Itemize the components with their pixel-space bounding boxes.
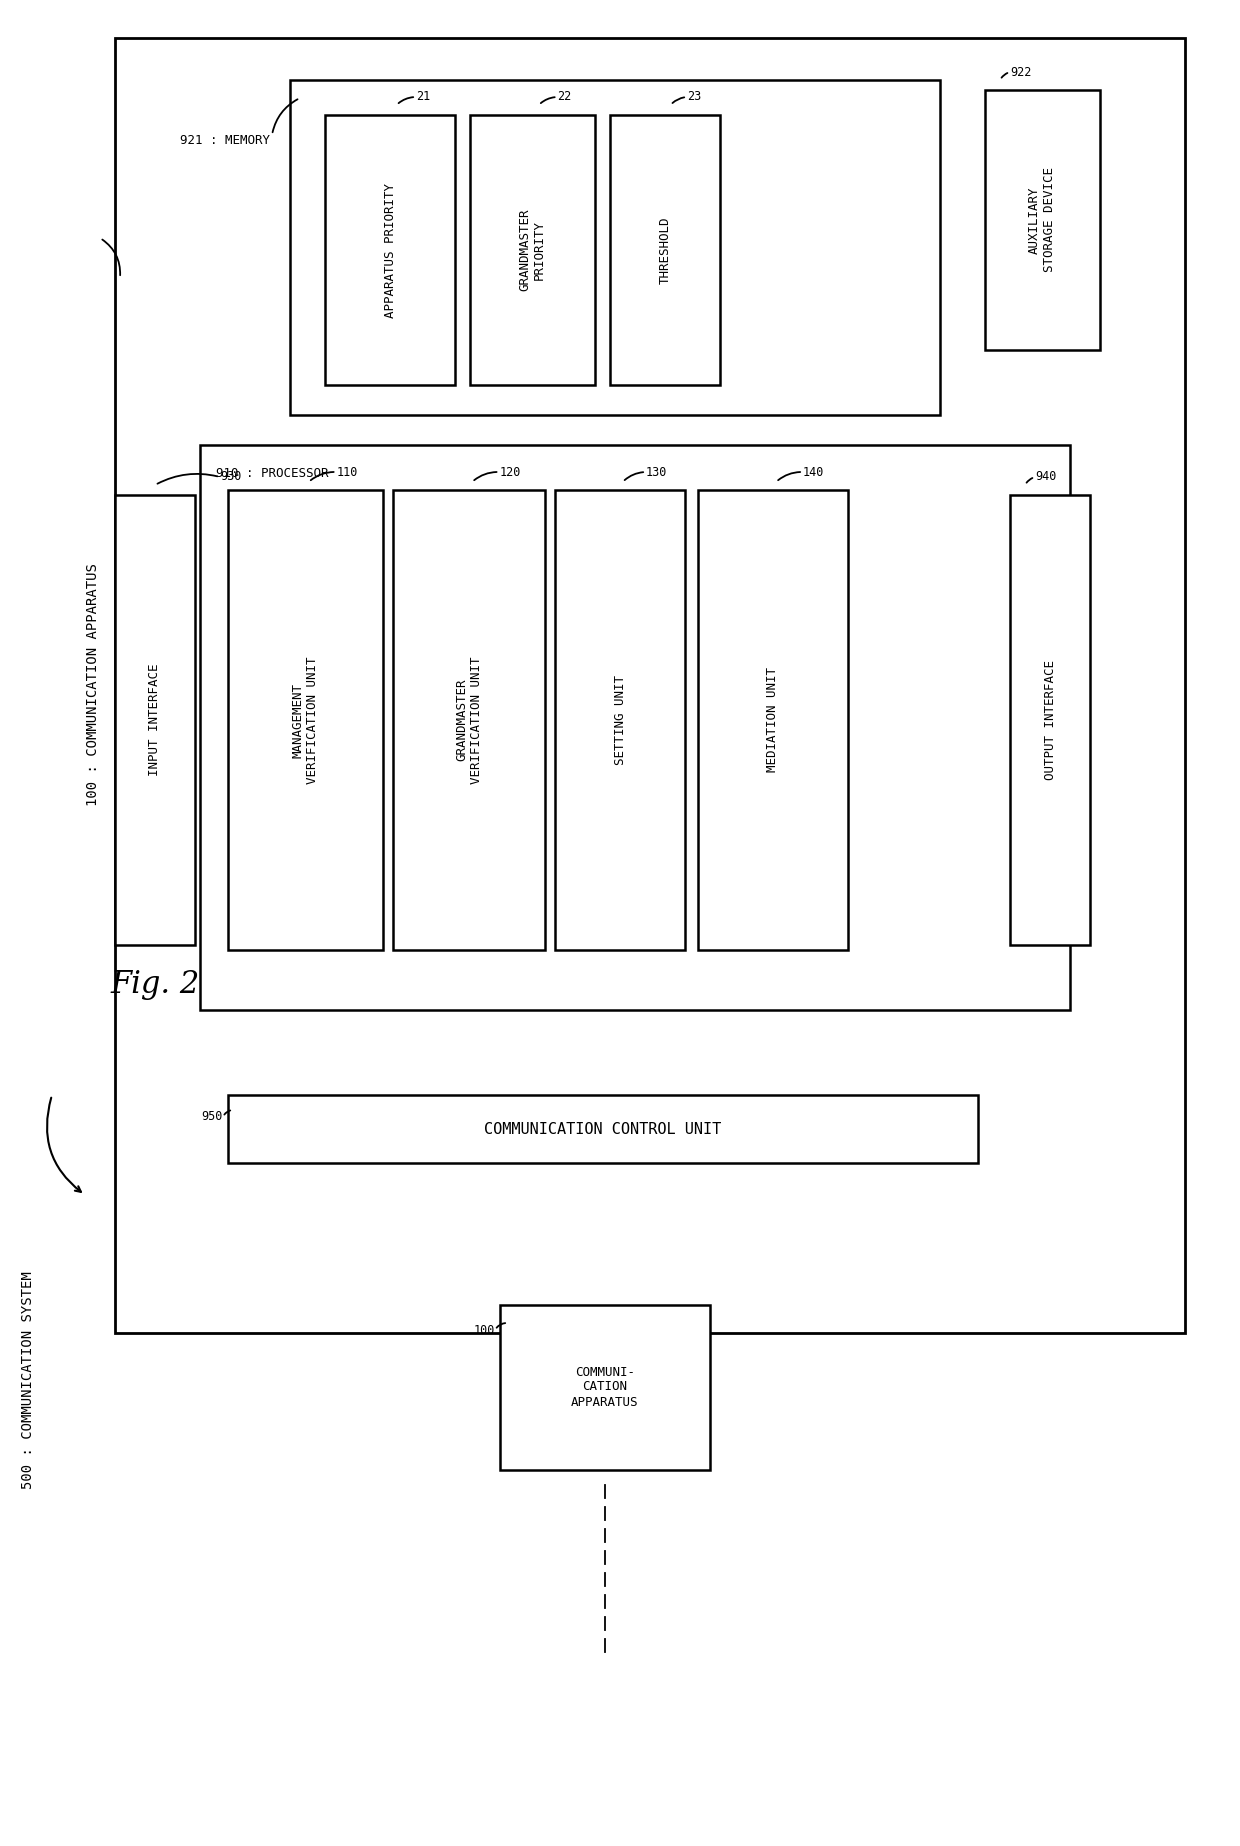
Bar (698, 489, 848, 951)
Text: 940: 940 (1035, 471, 1056, 484)
Bar (200, 445, 1070, 1010)
Text: SETTING UNIT: SETTING UNIT (614, 676, 626, 764)
Text: THRESHOLD: THRESHOLD (658, 216, 672, 284)
Text: 100: 100 (474, 1324, 495, 1337)
Text: COMMUNI-
CATION
APPARATUS: COMMUNI- CATION APPARATUS (572, 1366, 639, 1408)
Bar (610, 114, 720, 386)
Text: GRANDMASTER
VERIFICATION UNIT: GRANDMASTER VERIFICATION UNIT (455, 655, 484, 785)
Bar (228, 489, 383, 951)
Text: OUTPUT INTERFACE: OUTPUT INTERFACE (1044, 661, 1056, 781)
Bar (228, 1095, 978, 1163)
Bar (115, 39, 1185, 1333)
Text: 23: 23 (687, 90, 702, 103)
Text: 21: 21 (415, 90, 430, 103)
Text: APPARATUS PRIORITY: APPARATUS PRIORITY (383, 183, 397, 318)
Text: 22: 22 (558, 90, 572, 103)
Bar (985, 90, 1100, 351)
Bar (1011, 495, 1090, 945)
Bar (115, 495, 195, 945)
Bar (393, 489, 546, 951)
Text: MANAGEMENT
VERIFICATION UNIT: MANAGEMENT VERIFICATION UNIT (291, 655, 319, 785)
Text: 100 : COMMUNICATION APPARATUS: 100 : COMMUNICATION APPARATUS (86, 563, 100, 807)
Text: 910 : PROCESSOR: 910 : PROCESSOR (216, 467, 329, 480)
Text: COMMUNICATION CONTROL UNIT: COMMUNICATION CONTROL UNIT (485, 1122, 722, 1137)
Bar (290, 79, 940, 415)
Bar (500, 1305, 711, 1469)
Bar (556, 489, 684, 951)
Text: 120: 120 (500, 465, 521, 478)
Text: 922: 922 (1011, 65, 1032, 79)
Bar (325, 114, 455, 386)
Text: AUXILIARY
STORAGE DEVICE: AUXILIARY STORAGE DEVICE (1028, 168, 1056, 273)
Text: 930: 930 (219, 471, 242, 484)
Text: 130: 130 (646, 465, 667, 478)
Text: GRANDMASTER
PRIORITY: GRANDMASTER PRIORITY (518, 209, 546, 292)
Text: 950: 950 (202, 1111, 223, 1124)
Bar (470, 114, 595, 386)
Text: 140: 140 (804, 465, 825, 478)
Text: 500 : COMMUNICATION SYSTEM: 500 : COMMUNICATION SYSTEM (21, 1272, 35, 1490)
Text: 110: 110 (336, 465, 358, 478)
Text: INPUT INTERFACE: INPUT INTERFACE (149, 665, 161, 777)
Text: 921 : MEMORY: 921 : MEMORY (180, 133, 270, 146)
Text: Fig. 2: Fig. 2 (110, 969, 200, 1001)
Text: MEDIATION UNIT: MEDIATION UNIT (766, 668, 780, 772)
